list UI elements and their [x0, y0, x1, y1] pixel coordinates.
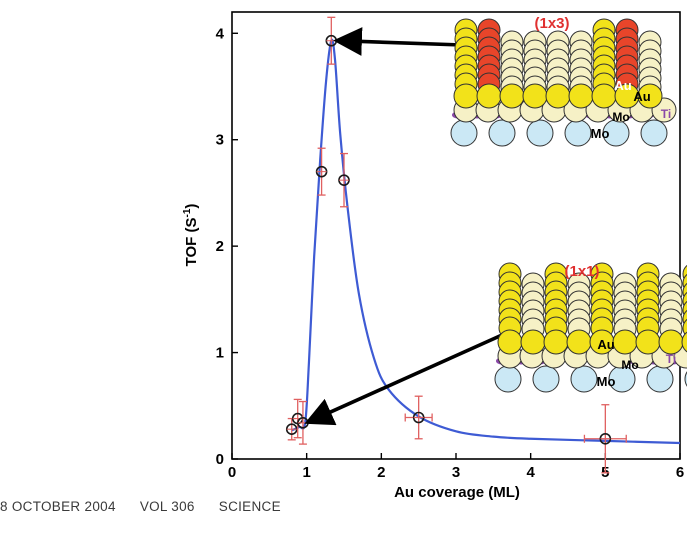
au-atom: [681, 331, 687, 353]
arrow-1x3: [333, 27, 463, 56]
atom-column: [546, 30, 570, 99]
data-point: [583, 404, 627, 474]
curve-layer: [291, 38, 681, 445]
atom-column: [498, 262, 522, 340]
y-tick-label: 4: [216, 25, 225, 42]
au-label: Au: [633, 89, 650, 104]
au-atom: [637, 83, 663, 109]
y-axis-label-sup: -1: [182, 208, 193, 217]
substrate-atom: [646, 365, 674, 393]
x-axis-label: Au coverage (ML): [394, 484, 520, 501]
au-atom: [543, 329, 569, 355]
atom: [682, 318, 687, 338]
au-atom: [497, 329, 523, 355]
data-point: [315, 147, 328, 196]
substrate-atom: [450, 119, 478, 147]
substrate-atom: [564, 119, 592, 147]
atom-column: [521, 272, 545, 341]
au-atom: [658, 329, 684, 355]
au-atom: [545, 83, 571, 109]
mo-label: Mo: [591, 126, 610, 141]
au-atom: [453, 83, 479, 109]
y-tick-label: 0: [216, 451, 224, 468]
y-tick-label: 3: [216, 132, 224, 149]
y-tick-label: 1: [216, 345, 224, 362]
mo-label: Mo: [621, 358, 638, 372]
au-atom: [520, 329, 546, 355]
x-tick-label: 3: [452, 464, 460, 481]
y-axis-label-end: ): [183, 204, 200, 209]
substrate-atom: [526, 119, 554, 147]
inset-label-1x1: (1x1): [564, 263, 599, 280]
points-layer: [285, 16, 627, 474]
au-atom: [568, 83, 594, 109]
arrow-1x1: [304, 333, 503, 426]
atom-column: [523, 30, 547, 99]
x-tick-label: 1: [302, 464, 310, 481]
substrate-atom: [494, 365, 522, 393]
au-atom: [499, 83, 525, 109]
ti-label: Ti: [661, 107, 671, 121]
data-point: [404, 395, 433, 440]
data-point: [285, 417, 298, 441]
atom-column: [682, 264, 687, 338]
au-atom: [635, 329, 661, 355]
fit-curve: [291, 38, 681, 445]
citation-footer: 8 OCTOBER 2004 VOL 306 SCIENCE: [0, 499, 687, 521]
inset-1x1-structure: (1x1) Au Mo Mo Ti: [494, 262, 687, 393]
substrate-atom: [640, 119, 668, 147]
au-atom: [476, 83, 502, 109]
au-label-red: Au: [614, 78, 631, 93]
footer-volume: VOL 306: [139, 499, 195, 514]
au-atom: [522, 83, 548, 109]
x-tick-label: 4: [526, 464, 535, 481]
data-point: [338, 152, 350, 208]
ti-label: Ti: [666, 352, 676, 366]
atom-column: [636, 262, 660, 340]
substrate-atom: [532, 365, 560, 393]
footer-journal: SCIENCE: [218, 499, 281, 514]
substrate-atom: [570, 365, 598, 393]
mo-label: Mo: [597, 374, 616, 389]
au-atom: [566, 329, 592, 355]
substrate-atom: [488, 119, 516, 147]
atom-column: [613, 272, 637, 341]
y-tick-label: 2: [216, 238, 224, 255]
au-label: Au: [597, 337, 614, 352]
atom-column: [569, 30, 593, 99]
x-tick-label: 0: [228, 464, 236, 481]
y-axis-label-base: TOF (S: [183, 218, 200, 267]
y-axis-label: TOF (S-1): [182, 204, 200, 267]
footer-date: 8 OCTOBER 2004: [0, 499, 116, 514]
x-tick-label: 2: [377, 464, 385, 481]
au-atom: [591, 83, 617, 109]
x-tick-label: 6: [676, 464, 684, 481]
inset-label-1x3: (1x3): [534, 15, 569, 32]
au-atom: [612, 329, 638, 355]
mo-label: Mo: [612, 110, 629, 124]
